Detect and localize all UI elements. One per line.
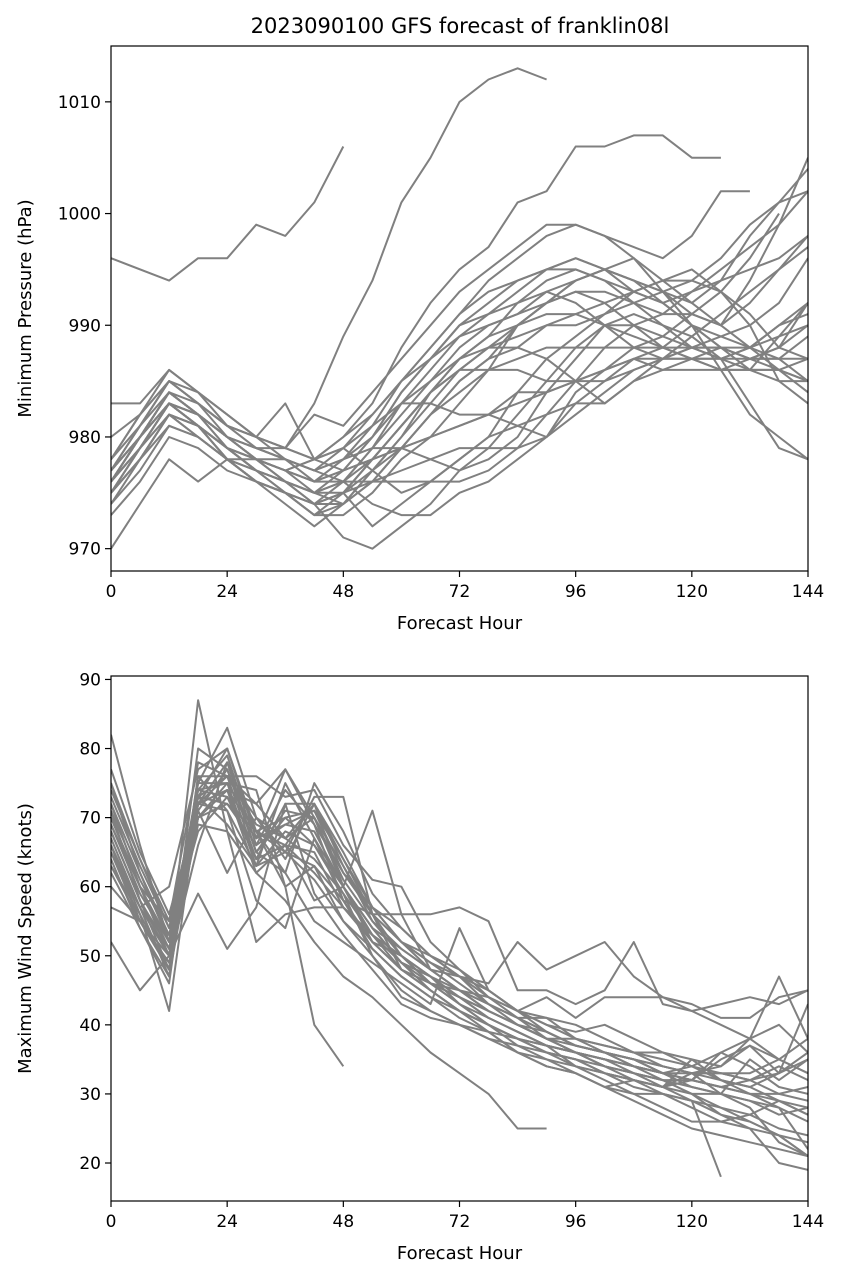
wind-y-tick-label: 80 (79, 740, 101, 760)
wind-series-line-29 (111, 747, 808, 1123)
pressure-y-axis-label: Minimum Pressure (hPa) (15, 199, 36, 417)
pressure-series-line-6 (111, 168, 808, 472)
wind-y-tick-label: 40 (79, 1016, 101, 1036)
wind-x-tick-label: 120 (676, 1212, 708, 1232)
pressure-y-tick-label: 1010 (58, 93, 101, 113)
wind-x-axis-label: Forecast Hour (397, 1243, 523, 1264)
pressure-series-line-28 (111, 213, 780, 483)
wind-series-line-23 (111, 775, 808, 1082)
wind-x-tick-label: 48 (333, 1212, 355, 1232)
pressure-series-group (111, 67, 808, 550)
wind-x-tick-label: 0 (106, 1212, 117, 1232)
wind-y-tick-label: 30 (79, 1085, 101, 1105)
pressure-series-line-27 (111, 324, 808, 472)
wind-series-line-31 (111, 789, 808, 1144)
pressure-x-tick-label: 144 (792, 582, 824, 602)
wind-y-tick-label: 20 (79, 1154, 101, 1174)
wind-x-tick-label: 96 (565, 1212, 587, 1232)
wind-x-tick-label: 24 (216, 1212, 238, 1232)
pressure-x-tick-label: 48 (333, 582, 355, 602)
pressure-series-line-31 (111, 190, 808, 505)
pressure-panel: 0 24 48 72 96 120 144 970 980 990 1000 1010 Forecast… (15, 45, 824, 634)
wind-panel: 0 24 48 72 96 120 144 20 30 40 50 60 70 80 90 Forecast … (15, 670, 824, 1264)
pressure-x-tick-label: 120 (676, 582, 708, 602)
pressure-y-tick-label: 1000 (58, 205, 101, 225)
pressure-series-line-1 (111, 146, 345, 282)
pressure-x-tick-label: 72 (449, 582, 471, 602)
wind-y-tick-label: 70 (79, 809, 101, 829)
wind-series-line-27 (111, 802, 808, 1095)
pressure-x-axis-label: Forecast Hour (397, 613, 523, 634)
wind-y-tick-label: 90 (79, 670, 101, 690)
pressure-x-tick-label: 24 (216, 582, 238, 602)
wind-x-tick-label: 144 (792, 1212, 824, 1232)
pressure-x-tick-label: 0 (106, 582, 117, 602)
pressure-x-tick-label: 96 (565, 582, 587, 602)
wind-series-line-30 (111, 782, 808, 1158)
wind-x-tick-label: 72 (449, 1212, 471, 1232)
figure-title: 2023090100 GFS forecast of franklin08l (251, 14, 670, 38)
wind-y-axis-label: Maximum Wind Speed (knots) (15, 803, 36, 1074)
pressure-y-tick-label: 990 (69, 316, 101, 336)
wind-series-group (111, 699, 808, 1178)
pressure-y-tick-label: 970 (69, 540, 101, 560)
wind-y-tick-label: 50 (79, 947, 101, 967)
wind-y-tick-label: 60 (79, 878, 101, 898)
pressure-y-tick-label: 980 (69, 428, 101, 448)
